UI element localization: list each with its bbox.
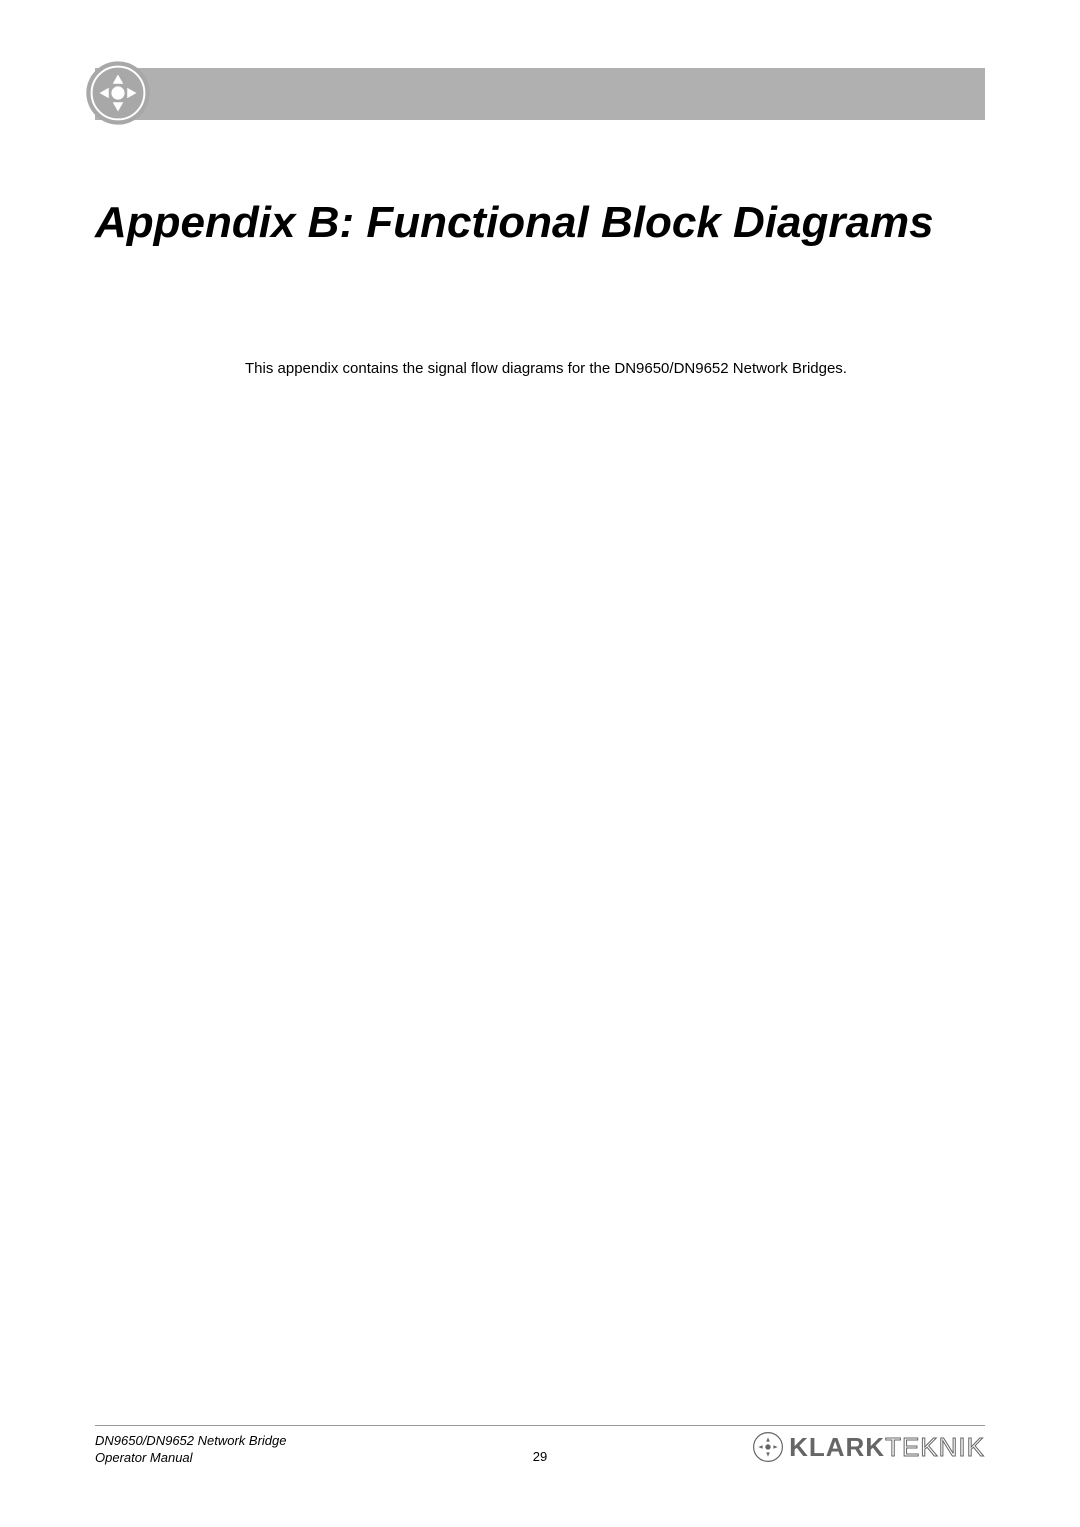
appendix-title: Appendix B: Functional Block Diagrams: [95, 198, 934, 249]
footer-divider: [95, 1425, 985, 1426]
footer-manual-label: Operator Manual: [95, 1450, 286, 1467]
brand-logo-text: KLARKTEKNIK: [789, 1432, 985, 1463]
brand-icon: [85, 60, 151, 126]
page-footer: DN9650/DN9652 Network Bridge Operator Ma…: [95, 1425, 985, 1475]
page-number: 29: [533, 1449, 547, 1464]
brand-name-part1: KLARK: [789, 1432, 885, 1462]
brand-logo-icon: [753, 1432, 783, 1462]
brand-logo: KLARKTEKNIK: [753, 1431, 985, 1463]
footer-product-info: DN9650/DN9652 Network Bridge Operator Ma…: [95, 1433, 286, 1467]
appendix-body: This appendix contains the signal flow d…: [245, 358, 925, 379]
brand-name-part2: TEKNIK: [885, 1432, 985, 1462]
footer-product-name: DN9650/DN9652 Network Bridge: [95, 1433, 286, 1450]
header-bar: [95, 68, 985, 120]
